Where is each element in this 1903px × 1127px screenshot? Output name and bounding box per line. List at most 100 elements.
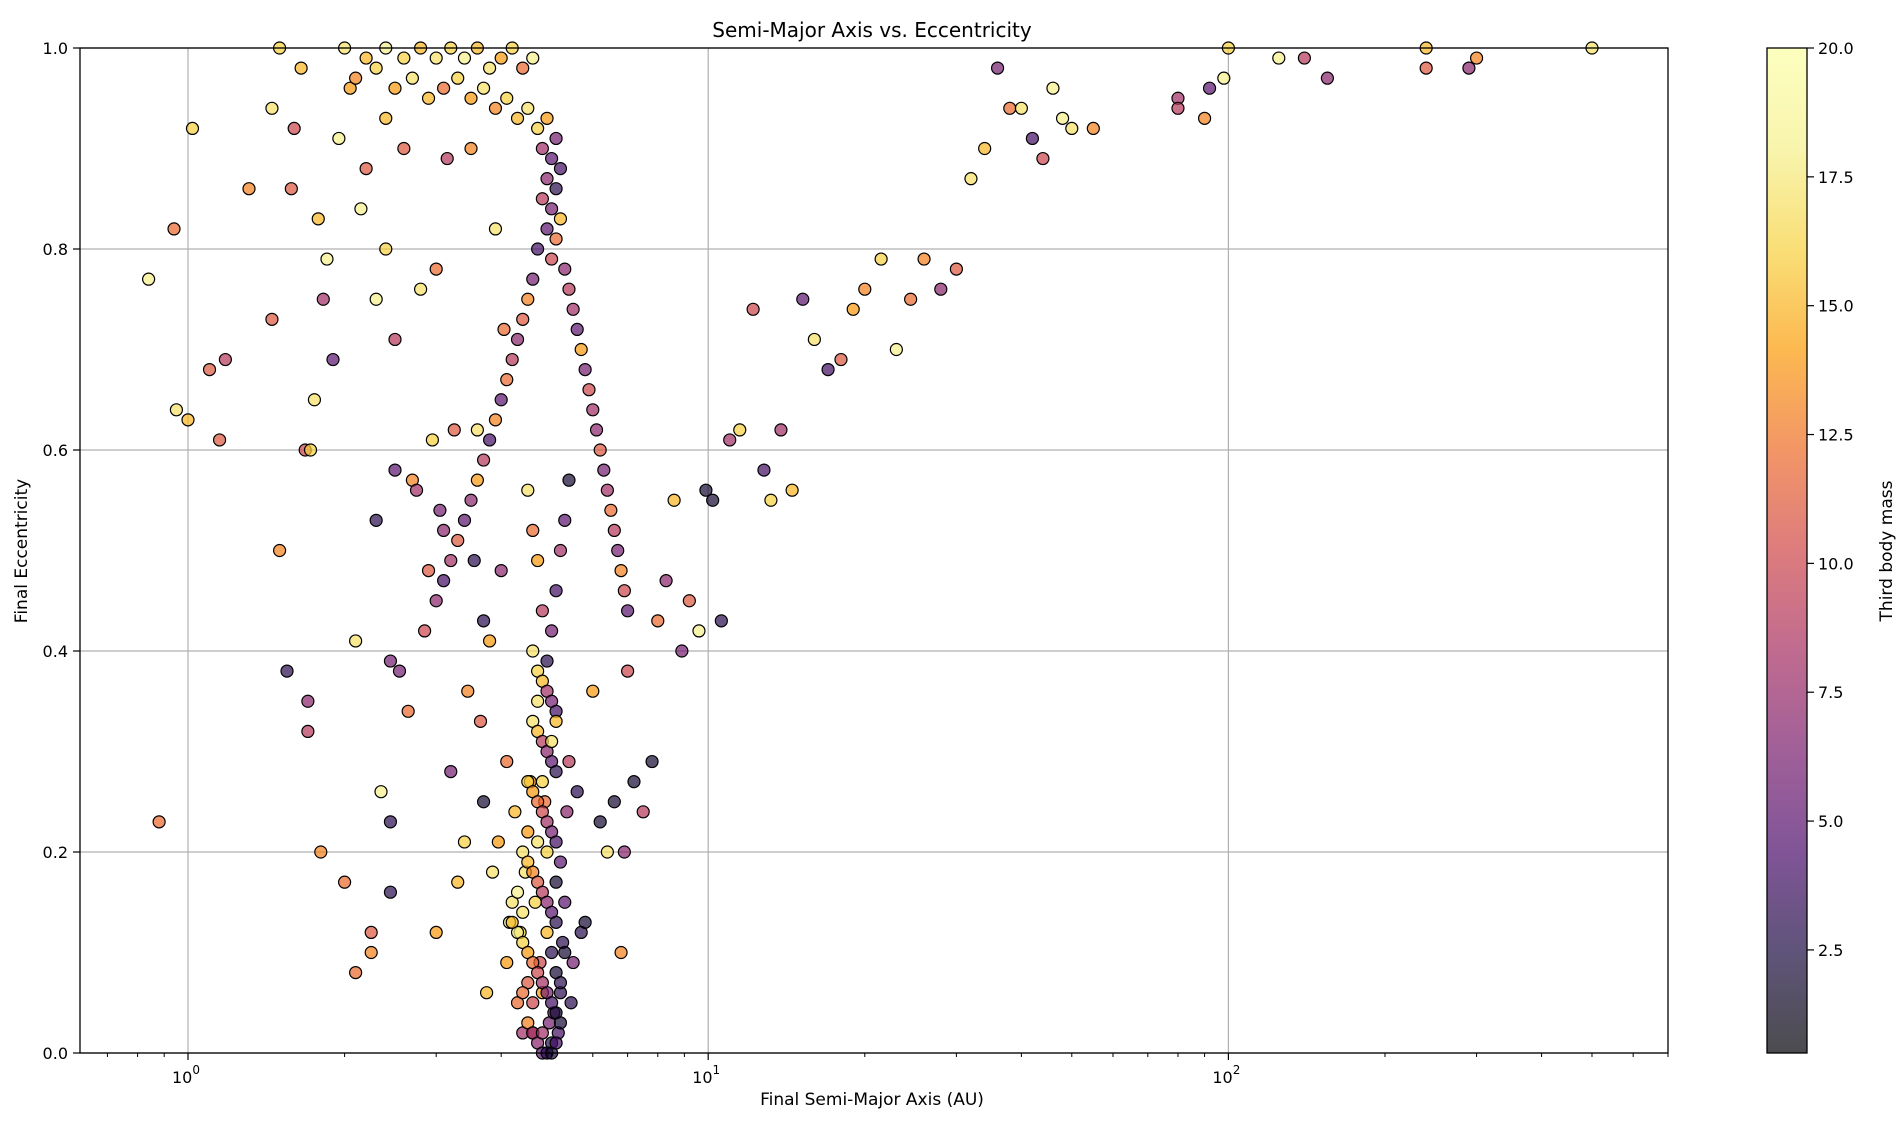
data-point: [617, 584, 631, 598]
data-point: [535, 604, 549, 618]
data-point: [1217, 71, 1231, 85]
colorbar-tick-label: 17.5: [1818, 168, 1854, 187]
data-point: [516, 312, 530, 326]
data-point: [614, 945, 628, 960]
data-point: [185, 121, 200, 135]
data-point: [473, 714, 488, 728]
x-tick-label: 101: [692, 1063, 720, 1087]
data-point: [505, 915, 519, 929]
data-point: [505, 895, 519, 909]
data-point: [379, 242, 393, 256]
data-point: [535, 141, 549, 156]
data-point: [470, 423, 484, 437]
data-point: [611, 543, 625, 558]
data-point: [566, 302, 580, 316]
data-point: [497, 322, 511, 336]
data-point: [521, 825, 535, 839]
plot-frame: [79, 47, 1669, 1054]
data-point: [482, 634, 497, 648]
data-point: [388, 332, 402, 347]
data-point: [1025, 131, 1040, 146]
data-point: [397, 141, 411, 156]
data-point: [1003, 101, 1017, 115]
data-point: [332, 131, 346, 146]
data-point: [383, 815, 398, 829]
data-point: [540, 654, 554, 668]
data-point: [714, 614, 728, 628]
data-point: [874, 252, 888, 266]
data-point: [600, 483, 614, 497]
data-point: [457, 51, 472, 65]
y-tick-label: 0.2: [43, 843, 68, 862]
data-point: [488, 222, 503, 236]
data-point: [429, 51, 443, 65]
data-point: [488, 101, 503, 115]
data-point: [1297, 51, 1311, 65]
data-point: [467, 553, 481, 568]
x-tick-exponent: 1: [713, 1063, 721, 1077]
data-point: [500, 955, 514, 970]
data-point: [1320, 71, 1334, 85]
data-point: [544, 734, 559, 749]
data-point: [540, 925, 554, 940]
data-point: [553, 162, 568, 176]
data-point: [544, 945, 559, 960]
data-point: [1014, 101, 1028, 115]
data-point: [659, 574, 673, 588]
data-point: [949, 262, 963, 276]
data-point: [464, 91, 478, 105]
data-point: [457, 835, 472, 849]
data-point: [593, 443, 607, 457]
data-point: [531, 242, 545, 256]
data-point: [574, 342, 588, 357]
data-point: [562, 282, 576, 296]
data-point: [388, 463, 402, 477]
colorbar-ticks: 2.5 5.0 7.5 10.0 12.5 15.0 17.5 20.0: [1807, 39, 1854, 960]
x-axis-label: Final Semi-Major Axis (AU): [760, 1090, 984, 1110]
data-point: [349, 634, 363, 648]
data-point: [500, 373, 514, 387]
data-point: [218, 352, 232, 367]
data-point: [364, 945, 378, 960]
data-point: [485, 865, 500, 879]
data-point: [464, 141, 478, 156]
data-point: [510, 111, 525, 125]
data-point: [544, 202, 559, 216]
data-point: [531, 553, 545, 568]
data-point: [265, 101, 279, 115]
data-point: [553, 976, 568, 990]
data-point: [405, 71, 419, 85]
data-point: [437, 81, 451, 95]
data-point: [562, 473, 576, 487]
data-point: [796, 292, 810, 306]
data-point: [369, 513, 383, 527]
data-point: [526, 644, 540, 658]
colorbar-label: Third body mass: [1877, 480, 1897, 622]
data-point: [526, 523, 540, 538]
data-point: [1197, 111, 1212, 125]
data-point: [494, 51, 508, 65]
data-point: [476, 81, 491, 95]
data-point: [142, 272, 156, 286]
data-point: [451, 71, 465, 85]
data-point: [821, 363, 835, 377]
data-point: [544, 151, 559, 166]
data-point: [807, 332, 821, 347]
data-point: [757, 463, 771, 477]
data-point: [476, 614, 491, 628]
data-point: [846, 302, 860, 316]
data-point: [392, 664, 407, 678]
data-point: [349, 965, 363, 980]
data-point: [349, 71, 363, 85]
data-point: [294, 61, 308, 75]
data-point: [429, 262, 443, 276]
data-point: [314, 845, 328, 859]
data-point: [167, 222, 181, 236]
data-point: [510, 332, 525, 347]
data-point: [723, 433, 737, 447]
x-tick-exponent: 2: [1233, 1063, 1241, 1077]
data-point: [212, 433, 227, 447]
data-point: [593, 815, 607, 829]
data-point: [1086, 121, 1100, 135]
data-point: [326, 352, 340, 367]
